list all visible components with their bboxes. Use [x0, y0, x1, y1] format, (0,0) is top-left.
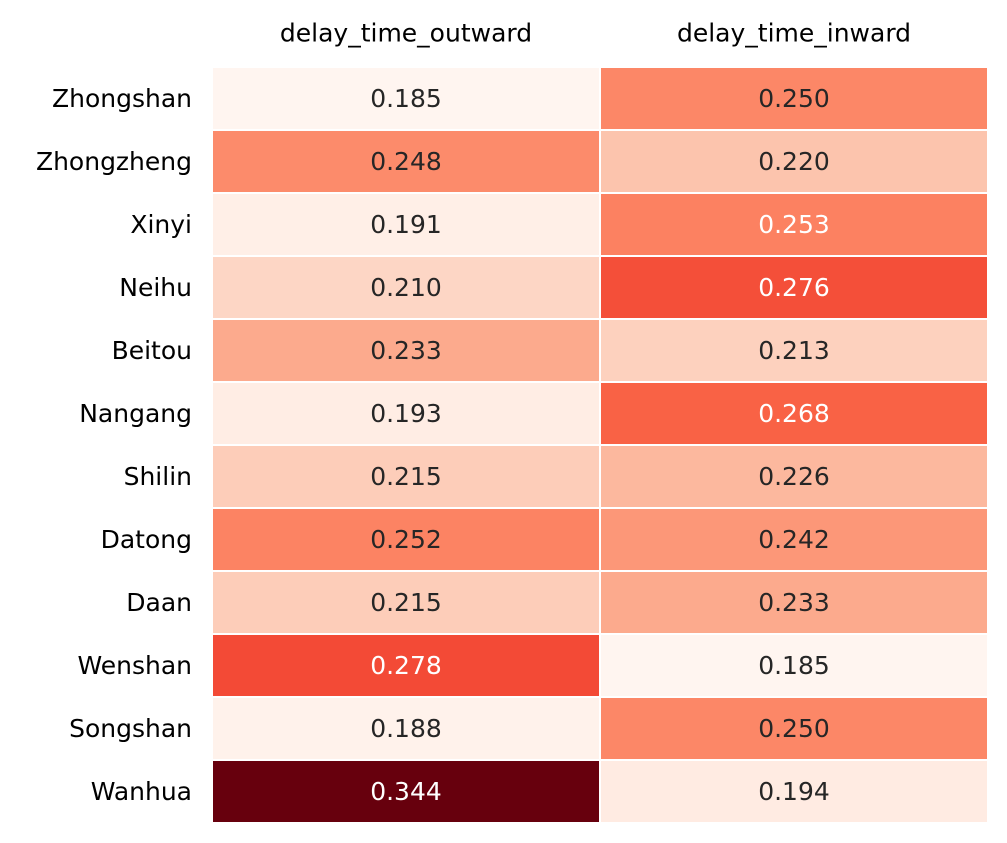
cell-value-label: 0.250 — [758, 714, 830, 743]
cell-value-label: 0.344 — [370, 777, 442, 806]
cell-value-label: 0.215 — [370, 462, 442, 491]
cell-value-label: 0.220 — [758, 147, 830, 176]
row-label: Zhongshan — [52, 84, 192, 113]
heatmap-cell — [599, 759, 989, 824]
heatmap-cell — [211, 759, 601, 824]
cell-value-label: 0.233 — [758, 588, 830, 617]
heatmap-cell — [599, 129, 989, 194]
cell-value-label: 0.213 — [758, 336, 830, 365]
column-label: delay_time_inward — [677, 19, 911, 48]
cell-value-label: 0.226 — [758, 462, 830, 491]
cell-value-label: 0.233 — [370, 336, 442, 365]
heatmap-cell — [599, 696, 989, 761]
column-labels: delay_time_outward delay_time_inward — [280, 19, 911, 48]
cell-value-label: 0.194 — [758, 777, 830, 806]
heatmap-cell — [211, 129, 601, 194]
row-label: Nangang — [79, 399, 192, 428]
cell-value-label: 0.185 — [370, 84, 442, 113]
heatmap-cell — [211, 696, 601, 761]
row-label: Wanhua — [91, 777, 192, 806]
heatmap-cell — [599, 381, 989, 446]
cell-value-label: 0.185 — [758, 651, 830, 680]
row-label: Songshan — [69, 714, 192, 743]
heatmap-cell — [211, 66, 601, 131]
cell-value-label: 0.250 — [758, 84, 830, 113]
row-label: Shilin — [124, 462, 192, 491]
column-label: delay_time_outward — [280, 19, 532, 48]
heatmap-cell — [599, 570, 989, 635]
heatmap-cell — [599, 192, 989, 257]
cell-value-label: 0.193 — [370, 399, 442, 428]
row-label: Neihu — [119, 273, 192, 302]
row-label: Daan — [126, 588, 192, 617]
heatmap-cells: 0.185 0.250 0.248 0.220 0.191 0.253 0.210 0.276… — [211, 66, 989, 824]
heatmap-cell — [211, 570, 601, 635]
cell-value-label: 0.191 — [370, 210, 442, 239]
row-label: Xinyi — [130, 210, 192, 239]
cell-value-label: 0.248 — [370, 147, 442, 176]
heatmap-cell — [211, 633, 601, 698]
cell-value-label: 0.188 — [370, 714, 442, 743]
heatmap-cell — [599, 318, 989, 383]
heatmap-cell — [599, 66, 989, 131]
heatmap-cell — [599, 507, 989, 572]
row-label: Datong — [101, 525, 192, 554]
cell-value-label: 0.253 — [758, 210, 830, 239]
cell-value-label: 0.242 — [758, 525, 830, 554]
cell-value-label: 0.215 — [370, 588, 442, 617]
cell-value-label: 0.252 — [370, 525, 442, 554]
row-labels: Zhongshan Zhongzheng Xinyi Neihu Beitou Nanga… — [36, 84, 192, 806]
heatmap-cell — [599, 633, 989, 698]
cell-value-label: 0.278 — [370, 651, 442, 680]
heatmap-cell — [599, 255, 989, 320]
row-label: Zhongzheng — [36, 147, 192, 176]
row-label: Wenshan — [77, 651, 192, 680]
cell-value-label: 0.268 — [758, 399, 830, 428]
cell-value-label: 0.210 — [370, 273, 442, 302]
heatmap-cell — [599, 444, 989, 509]
cell-value-label: 0.276 — [758, 273, 830, 302]
row-label: Beitou — [112, 336, 192, 365]
